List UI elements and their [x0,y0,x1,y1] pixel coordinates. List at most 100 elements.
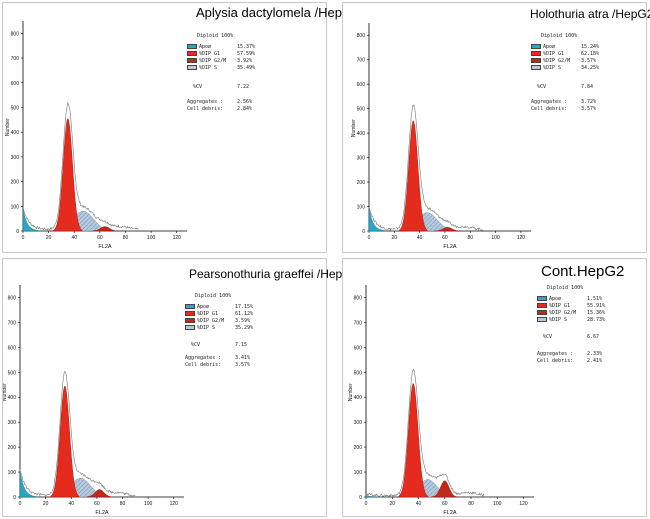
legend-name: %DIP G2/M [197,318,225,324]
y-tick-label: 500 [11,105,20,111]
legend-item-apoptotic: Apoø 1.51% [537,296,617,303]
legend-item-g2m: %DIP G2/M 3.57% [531,58,611,65]
ploidy-label: Diploid 100% [195,293,232,299]
x-axis-label: FL2A [443,244,456,250]
legend-value: 15.36% [587,310,606,316]
y-tick-label: 100 [8,470,17,476]
legend-swatch [185,304,195,309]
x-tick-label: 0 [22,235,25,241]
legend-name: %DIP S [549,317,568,323]
x-tick-label: 40 [68,501,74,507]
cell-debris-label: Cell debris: [537,358,574,364]
cell-debris-value: 3.57% [581,106,597,112]
x-tick-label: 120 [170,501,179,507]
legend-swatch [187,51,197,56]
aggregates-value: 2.33% [587,351,603,357]
x-axis-label: FL2A [95,510,108,516]
y-tick-label: 100 [354,470,363,476]
y-tick-label: 400 [11,130,20,136]
legend-name: Apoø [549,296,562,302]
histogram-panel-aplysia: 0 20 40 60 80 100 120 0 100 200 300 400 500 600 700 800… [2,2,359,253]
legend-item-g1: %DIP G1 55.91% [537,303,617,310]
legend-name: %DIP G1 [543,51,565,57]
aggregates-row: Aggregates : 2.56% [187,99,267,106]
x-tick-label: 40 [416,501,422,507]
y-tick-label: 0 [362,229,365,235]
legend-value: 28.73% [587,317,606,323]
y-tick-label: 600 [354,345,363,351]
legend-swatch [537,303,547,308]
legend-name: %DIP G1 [549,303,571,309]
y-tick-label: 200 [354,445,363,451]
x-tick-label: 40 [417,235,423,241]
y-tick-label: 0 [16,229,19,235]
g1-peak [399,120,428,232]
legend-value: 3.59% [235,318,251,324]
cell-debris-value: 2.41% [587,358,603,364]
cell-debris-row: Cell debris: 2.84% [187,106,267,113]
legend-swatch [531,44,541,49]
aggregates-label: Aggregates : [187,99,224,105]
x-tick-label: 20 [46,235,52,241]
y-tick-label: 400 [354,395,363,401]
y-axis-label: Number [351,119,357,137]
y-tick-label: 200 [11,180,20,186]
x-tick-label: 80 [123,235,129,241]
ploidy-label: Diploid 100% [541,33,578,39]
g2m-area [91,226,119,232]
analysis-stats: Diploid 100% Apoø 17.15% %DIP G1 61.12% %D… [185,293,265,369]
y-tick-label: 100 [11,204,20,210]
legend-item-s: %DIP S 28.73% [537,317,617,324]
y-tick-label: 800 [8,295,17,301]
cell-debris-row: Cell debris: 3.57% [531,106,611,113]
legend-item-apoptotic: Apoø 15.37% [187,44,267,51]
cv-label: %CV [543,334,553,340]
aggregates-label: Aggregates : [185,355,222,361]
legend-item-s: %DIP S 35.29% [185,325,265,332]
cv-label: %CV [537,84,547,90]
x-tick-label: 60 [442,501,448,507]
legend-name: Apoø [197,304,210,310]
cv-row: %CV 7.15 [185,342,265,349]
legend-name: %DIP S [543,65,562,71]
apoptotic-area [368,207,385,232]
cv-label: %CV [193,84,203,90]
legend-value: 3.92% [237,58,253,64]
y-tick-label: 400 [357,131,366,137]
y-tick-label: 700 [8,320,17,326]
histogram-plot: 0 20 40 60 80 100 120 0 100 200 300 400 500 600 700 800… [348,285,534,516]
histogram-panel-pearsonothuria: 0 20 40 60 80 100 120 0 100 200 300 400 500 600 700 800… [2,258,358,517]
cv-label: %CV [191,342,201,348]
legend-swatch [187,65,197,70]
y-axis-label: Number [5,118,11,136]
aggregates-label: Aggregates : [531,99,568,105]
legend-swatch [531,51,541,56]
x-tick-label: 0 [19,501,22,507]
cell-debris-label: Cell debris: [185,362,222,368]
legend-item-g1: %DIP G1 57.59% [187,51,267,58]
x-tick-label: 100 [147,235,156,241]
panel-title: Holothuria atra /HepG2 [530,7,650,21]
y-tick-label: 200 [8,445,17,451]
histogram-envelope [19,370,136,497]
x-axis-label: FL2A [98,244,111,250]
histogram-envelope [22,101,139,231]
histogram-panel-control: 0 20 40 60 80 100 120 0 100 200 300 400 500 600 700 800… [342,258,647,517]
panel-title: Pearsonothuria graeffei /HepG2 [189,267,359,281]
cell-debris-value: 2.84% [237,106,253,112]
g2m-area [431,480,459,498]
x-tick-label: 120 [519,501,528,507]
cv-value: 6.67 [587,334,600,340]
aggregates-value: 2.56% [237,99,253,105]
legend-value: 61.12% [235,311,254,317]
aggregates-label: Aggregates : [537,351,574,357]
y-tick-label: 800 [357,33,366,39]
legend-item-s: %DIP S 34.25% [531,65,611,72]
y-tick-label: 0 [359,495,362,501]
x-tick-label: 20 [43,501,49,507]
cell-debris-label: Cell debris: [187,106,224,112]
legend-name: %DIP S [197,325,216,331]
legend-swatch [187,44,197,49]
x-tick-label: 20 [392,235,398,241]
legend-value: 35.49% [237,65,256,71]
